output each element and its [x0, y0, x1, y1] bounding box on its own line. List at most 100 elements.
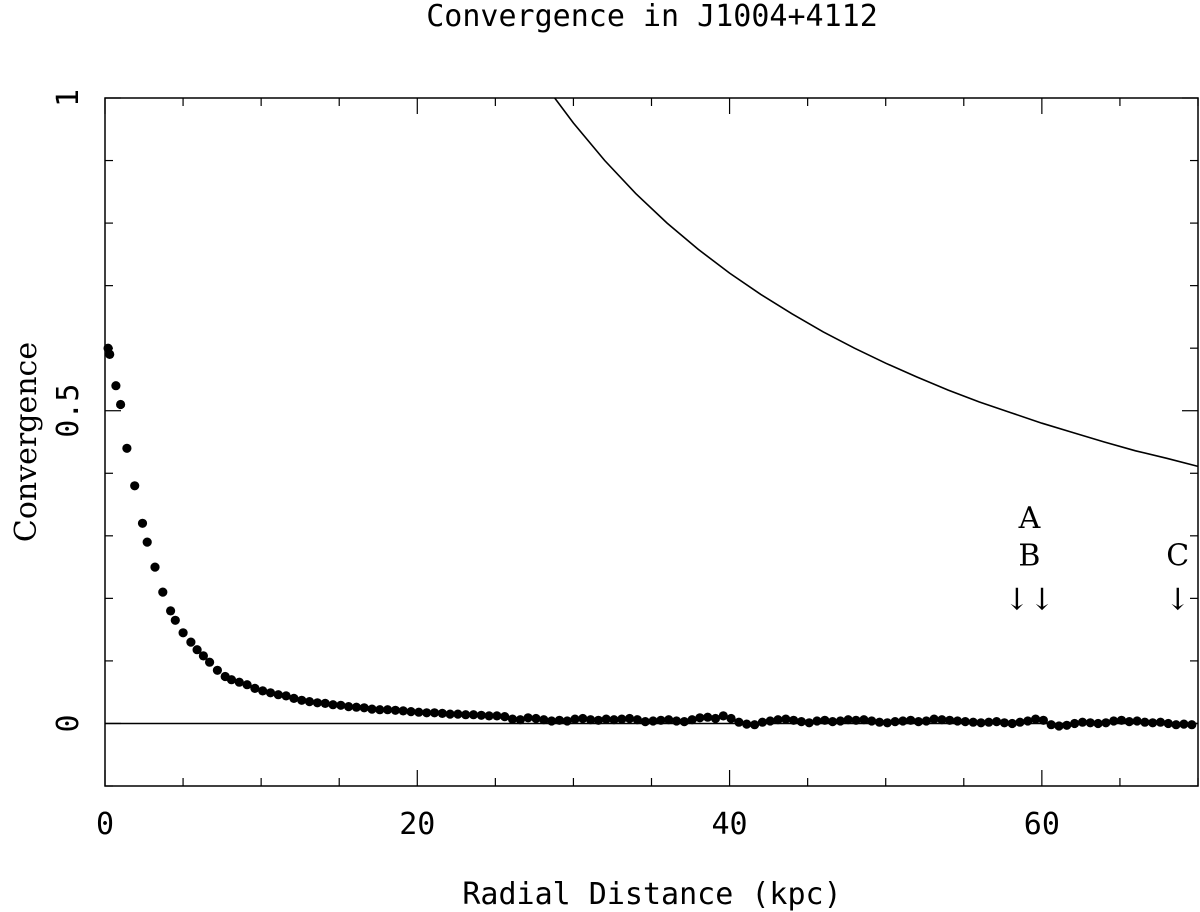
data-point: [617, 714, 627, 724]
y-axis-label: Convergence: [9, 342, 44, 542]
data-point: [122, 443, 132, 453]
data-point: [142, 537, 152, 547]
data-point: [859, 715, 869, 725]
data-point: [468, 710, 479, 720]
data-point: [192, 645, 202, 655]
x-tick-label: 60: [1024, 807, 1060, 842]
data-point: [429, 708, 440, 718]
data-point: [804, 718, 814, 728]
data-point: [726, 713, 736, 724]
data-point: [820, 715, 830, 725]
data-point: [351, 702, 361, 712]
image-position-label: B: [1018, 539, 1040, 574]
data-point: [1140, 717, 1150, 727]
data-point: [968, 717, 978, 727]
data-point: [593, 715, 604, 725]
data-point: [890, 717, 900, 727]
data-point: [687, 715, 697, 725]
data-point: [445, 709, 455, 719]
critical-convergence-curve: [554, 97, 1199, 468]
data-point: [1085, 718, 1095, 728]
data-point: [750, 720, 760, 730]
data-point: [111, 381, 121, 391]
data-point: [781, 714, 791, 724]
data-point: [422, 708, 432, 718]
data-point: [1101, 718, 1111, 728]
data-point: [398, 706, 408, 716]
data-point: [273, 690, 283, 700]
data-point: [1124, 717, 1134, 727]
data-point: [150, 562, 160, 572]
x-tick-label: 0: [96, 807, 114, 842]
data-point: [773, 715, 783, 725]
data-point: [796, 717, 807, 727]
data-point: [984, 717, 994, 727]
data-point: [999, 718, 1010, 728]
data-point: [297, 695, 307, 705]
plot-frame: [104, 97, 1199, 787]
data-point: [500, 712, 510, 722]
data-point: [186, 637, 196, 647]
data-point: [242, 680, 252, 690]
data-point: [1132, 716, 1142, 726]
data-point: [328, 700, 338, 710]
data-point: [1007, 718, 1017, 729]
data-point: [1077, 717, 1088, 727]
data-point: [906, 715, 916, 725]
data-point: [554, 715, 565, 725]
data-point: [226, 675, 237, 685]
data-point: [312, 698, 322, 708]
data-point: [710, 713, 721, 724]
data-point: [137, 518, 148, 528]
data-point: [531, 713, 541, 724]
data-point: [406, 707, 416, 717]
data-point: [695, 713, 705, 723]
data-point: [198, 651, 208, 661]
data-point: [367, 704, 377, 714]
data-point: [945, 715, 955, 725]
data-point: [476, 710, 486, 720]
data-point: [484, 711, 494, 721]
data-point: [952, 716, 963, 726]
data-point: [664, 715, 674, 725]
data-point: [718, 711, 728, 721]
x-tick-label: 20: [399, 807, 435, 842]
data-point: [178, 628, 188, 638]
data-point: [320, 698, 330, 709]
data-point: [1109, 716, 1119, 726]
data-point: [289, 693, 299, 704]
data-point: [453, 709, 463, 719]
y-tick-label: 0.5: [51, 384, 86, 438]
data-point: [586, 715, 596, 725]
data-point: [359, 703, 369, 713]
data-point: [1179, 719, 1189, 729]
data-point: [1155, 717, 1166, 727]
data-point: [390, 705, 400, 715]
data-point: [1054, 721, 1064, 731]
data-point: [992, 717, 1002, 727]
data-point: [648, 716, 658, 726]
data-point: [789, 715, 799, 725]
data-point: [547, 716, 557, 726]
data-point: [1148, 718, 1158, 728]
data-point: [671, 716, 682, 726]
x-axis-label: Radial Distance (kpc): [462, 877, 841, 912]
data-point: [383, 705, 393, 715]
data-point: [507, 714, 518, 724]
data-point: [205, 657, 215, 667]
data-point: [851, 715, 861, 725]
data-point: [874, 717, 885, 727]
data-point: [234, 677, 244, 687]
data-point: [265, 688, 276, 698]
image-position-label: A: [1018, 501, 1041, 536]
data-point: [414, 707, 424, 717]
data-point: [843, 715, 853, 725]
data-point: [1062, 720, 1072, 730]
data-point: [166, 606, 176, 616]
data-point: [158, 587, 168, 597]
data-point: [812, 716, 822, 726]
data-point: [523, 713, 533, 723]
data-point: [1116, 715, 1127, 725]
data-point: [250, 683, 260, 694]
